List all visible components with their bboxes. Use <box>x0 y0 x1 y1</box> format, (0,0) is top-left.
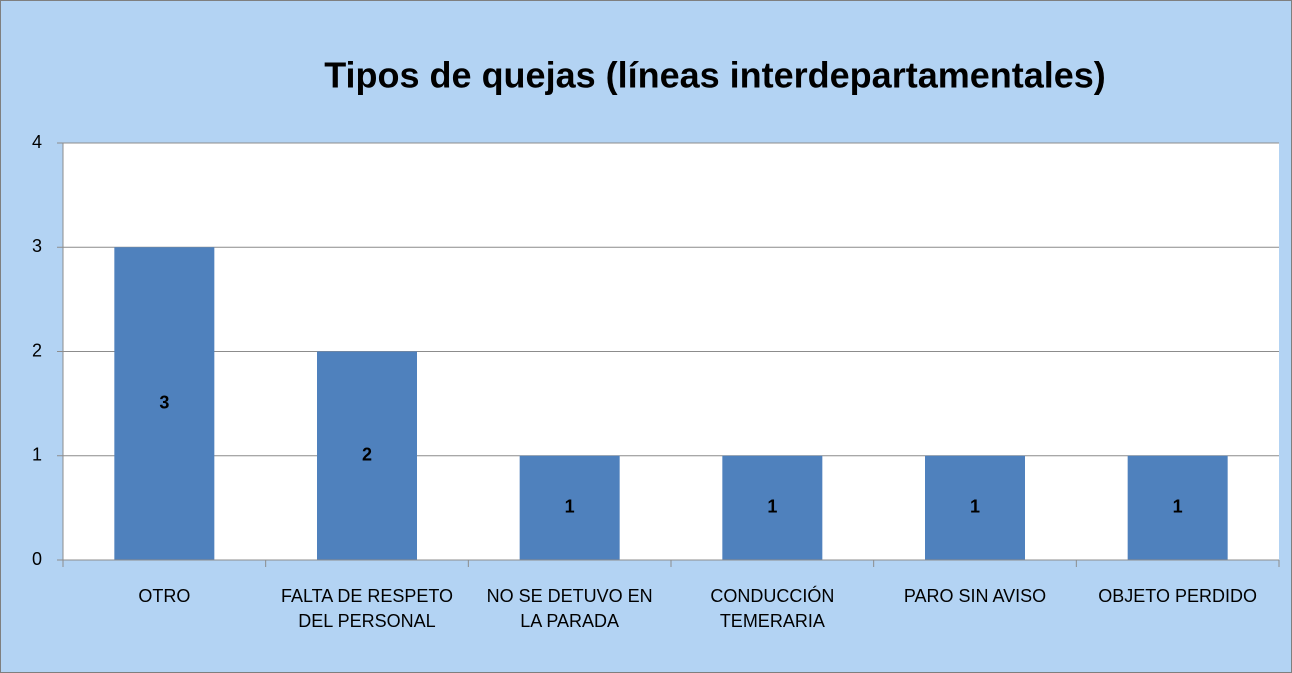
x-tick-label: CONDUCCIÓN TEMERARIA <box>710 586 835 631</box>
bar <box>114 247 215 560</box>
data-label: 1 <box>767 497 777 517</box>
bar <box>519 455 620 560</box>
bar <box>925 455 1025 560</box>
x-tick-label: OTRO <box>138 586 191 606</box>
x-tick-label: PARO SIN AVISO <box>903 586 1047 606</box>
y-tick-label: 0 <box>32 549 42 569</box>
data-label: 2 <box>362 445 372 465</box>
bar <box>1127 455 1228 560</box>
y-tick-label: 2 <box>32 340 42 360</box>
y-tick-label: 3 <box>32 236 42 256</box>
data-label: 3 <box>159 392 169 412</box>
x-tick-label: OBJETO PERDIDO <box>1098 586 1257 606</box>
y-tick-label: 1 <box>32 445 42 465</box>
x-tick-label: FALTA DE RESPETO DEL PERSONAL <box>280 586 454 631</box>
bar <box>317 351 417 560</box>
chart-title: Tipos de quejas (líneas interdepartament… <box>324 55 1106 96</box>
bar <box>722 455 823 560</box>
data-label: 1 <box>565 497 575 517</box>
data-label: 1 <box>1173 497 1183 517</box>
data-label: 1 <box>970 497 980 517</box>
x-tick-label: NO SE DETUVO EN LA PARADA <box>486 586 653 631</box>
y-tick-label: 4 <box>32 132 42 152</box>
